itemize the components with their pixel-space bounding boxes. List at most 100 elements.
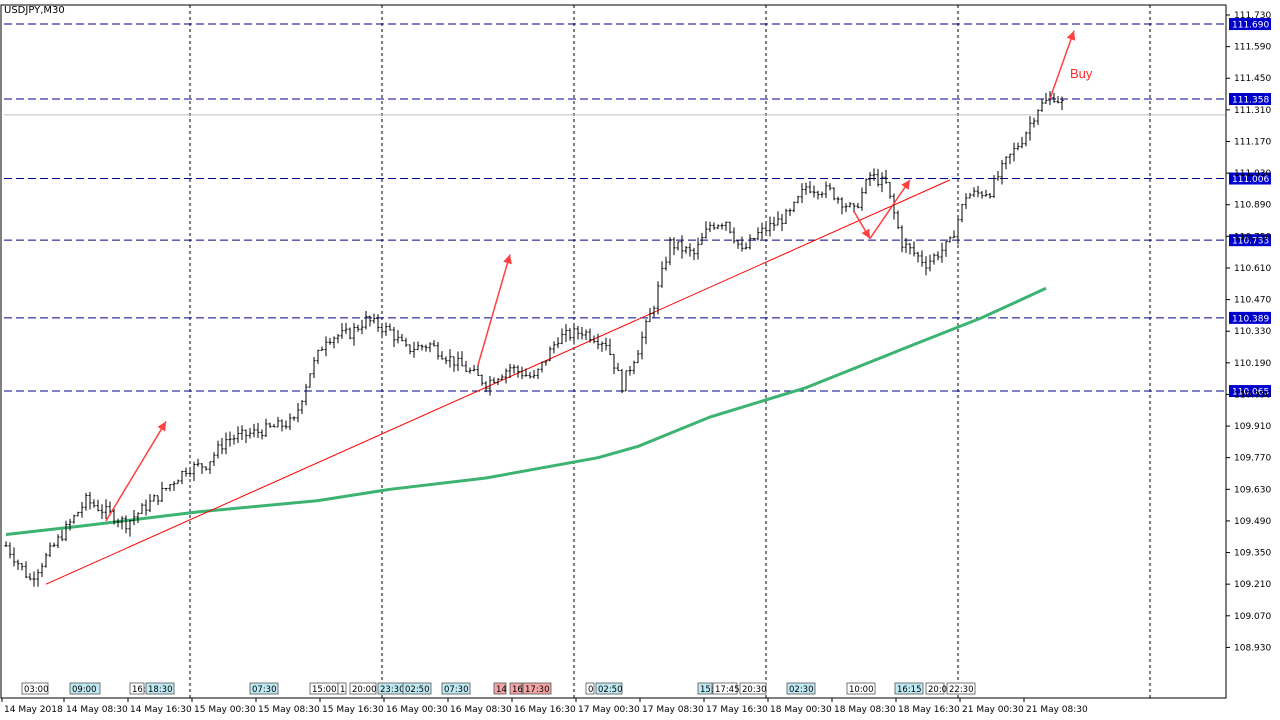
session-tag-label: 20:0 (928, 685, 947, 695)
time-tick-label: 18 May 16:30 (898, 705, 960, 715)
session-tag (595, 682, 623, 695)
arrow (853, 211, 871, 239)
level-tag-label: 110.065 (1232, 388, 1269, 398)
session-tag-label: 16:15 (897, 685, 922, 695)
level-tag-label: 110.733 (1232, 237, 1269, 247)
level-tag (1229, 18, 1271, 31)
price-tick-label: 111.310 (1234, 106, 1271, 116)
time-tick-label: 18 May 00:30 (770, 705, 832, 715)
session-tag-label: 07:30 (444, 685, 469, 695)
buy-annotation[interactable]: Buy (1070, 66, 1093, 81)
session-tag-label: 16: (132, 685, 146, 695)
level-tag (1229, 385, 1271, 398)
level-tag (1229, 234, 1271, 247)
time-tick-label: 15 May 00:30 (194, 705, 256, 715)
session-tag (585, 682, 595, 695)
session-tag (522, 682, 552, 695)
price-tick-label: 110.050 (1234, 390, 1271, 400)
session-tag (509, 682, 523, 695)
session-tag (129, 682, 145, 695)
session-tag (786, 682, 816, 695)
time-tick-label: 14 May 2018 (4, 705, 63, 715)
price-tick-label: 110.610 (1234, 264, 1271, 274)
time-tick-label: 21 May 08:30 (1026, 705, 1088, 715)
price-axis[interactable]: 111.730 111.590 111.450 111.310 111.170 111.0… (1226, 11, 1271, 653)
time-tick-label: 15 May 08:30 (258, 705, 320, 715)
arrow (1049, 30, 1076, 99)
time-tick-label: 16 May 16:30 (514, 705, 576, 715)
price-tick-label: 110.890 (1234, 201, 1271, 211)
price-tick-label: 109.910 (1234, 422, 1271, 432)
level-tag-label: 111.006 (1232, 175, 1269, 185)
price-tick-label: 111.730 (1234, 11, 1271, 21)
session-tag (925, 682, 945, 695)
session-tag (249, 682, 279, 695)
annotation-arrows[interactable] (105, 30, 1076, 522)
time-tick-label: 18 May 08:30 (834, 705, 896, 715)
chart-title: USDJPY,M30 (4, 5, 65, 16)
time-tick-label: 16 May 08:30 (450, 705, 512, 715)
moving-average (5, 286, 1047, 536)
session-tag (441, 682, 471, 695)
level-tag (1229, 311, 1271, 324)
level-tag-label: 110.389 (1232, 314, 1269, 324)
session-tag-label: 23:30 (380, 685, 405, 695)
session-tag (739, 682, 767, 695)
price-tick-label: 109.350 (1234, 549, 1271, 559)
time-tick-label: 21 May 00:30 (962, 705, 1024, 715)
time-tick-label: 17 May 08:30 (642, 705, 704, 715)
level-tag-label: 111.690 (1232, 21, 1269, 31)
arrow (477, 254, 512, 366)
session-tag (145, 682, 175, 695)
price-tick-label: 109.210 (1234, 580, 1271, 590)
session-tag-label: 15: (700, 685, 714, 695)
price-tick-label: 109.490 (1234, 517, 1271, 527)
session-tag (69, 682, 101, 695)
horizontal-levels[interactable]: 111.690 111.358 111.006 110.733 110.389 110.0… (4, 18, 1271, 398)
session-tag (337, 682, 347, 695)
arrow (869, 179, 911, 240)
session-tag-label: 1 (340, 685, 345, 695)
time-tick-label: 17 May 00:30 (578, 705, 640, 715)
price-tick-label: 109.630 (1234, 485, 1271, 495)
session-tag (402, 682, 432, 695)
session-tag-label: 09:00 (72, 685, 97, 695)
session-tag (349, 682, 377, 695)
level-tag (1229, 172, 1271, 185)
session-tag-label: 14 (496, 685, 507, 695)
price-tick-label: 111.170 (1234, 137, 1271, 147)
time-tick-label: 17 May 16:30 (706, 705, 768, 715)
session-tag (712, 682, 738, 695)
price-tick-label: 111.450 (1234, 74, 1271, 84)
moving-average-line (5, 286, 1047, 536)
price-tick-label: 110.750 (1234, 232, 1271, 242)
session-tag-label: 03:00 (24, 685, 49, 695)
session-tag-label: 20:00 (352, 685, 377, 695)
session-tag-label: 07:30 (252, 685, 277, 695)
time-axis[interactable]: 14 May 2018 14 May 08:30 14 May 16:30 15 Ma… (1, 698, 1088, 715)
session-tag-label: 0 (588, 685, 593, 695)
price-tick-label: 110.190 (1234, 359, 1271, 369)
price-tick-label: 111.030 (1234, 169, 1271, 179)
session-tag-label: 17:45 (715, 685, 740, 695)
session-tag-label: 22:30 (949, 685, 974, 695)
time-tick-label: 14 May 16:30 (130, 705, 192, 715)
session-tag-label: 02:50 (598, 685, 623, 695)
session-tag (894, 682, 924, 695)
time-tick-label: 16 May 00:30 (386, 705, 448, 715)
session-tag-label: 15:00 (312, 685, 337, 695)
arrow (105, 421, 167, 522)
price-tick-label: 111.590 (1234, 43, 1271, 53)
session-tag (846, 682, 876, 695)
session-tag (697, 682, 713, 695)
session-tag-label: 02:50 (405, 685, 430, 695)
session-tag-label: 02:30 (789, 685, 814, 695)
candlesticks (4, 91, 1064, 587)
session-tag-label: 16 (512, 685, 523, 695)
session-tag (21, 682, 49, 695)
session-tag-label: 10:00 (849, 685, 874, 695)
session-tag-label: 17:30 (525, 685, 550, 695)
level-tag-label: 111.358 (1232, 96, 1269, 106)
